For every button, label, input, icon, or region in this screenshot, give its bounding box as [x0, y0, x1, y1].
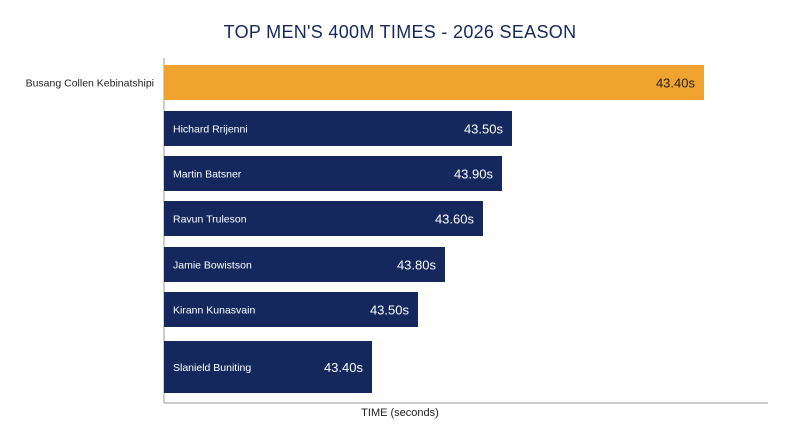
category-label: Jamie Bowistson: [173, 260, 252, 272]
value-label: 43.50s: [464, 122, 504, 137]
category-label: Martin Batsner: [173, 169, 242, 181]
bar-slanield-buniting: [164, 341, 372, 393]
category-label: Kirann Kunasvain: [173, 305, 255, 317]
bar-ravun-truleson: [164, 201, 483, 236]
category-label: Ravun Truleson: [173, 214, 247, 226]
value-label: 43.80s: [397, 258, 437, 273]
value-label: 43.40s: [656, 76, 696, 91]
bar-jamie-bowistson: [164, 247, 445, 282]
category-label: Hichard Rrijenni: [173, 124, 248, 136]
value-label: 43.40s: [324, 360, 364, 375]
bar-hichard-rrijenni: [164, 111, 512, 146]
value-label: 43.50s: [370, 303, 410, 318]
value-label: 43.90s: [454, 167, 494, 182]
category-label: Busang Collen Kebinatshipi: [26, 78, 154, 90]
bar-kirann-kunasvain: [164, 292, 418, 327]
category-label: Slanield Buniting: [173, 362, 251, 374]
bar-martin-batsner: [164, 156, 502, 191]
x-axis-label: TIME (seconds): [361, 407, 439, 419]
bar-busang-collen-kebinatshipi: [164, 65, 704, 100]
value-label: 43.60s: [435, 212, 475, 227]
chart-title: TOP MEN'S 400M TIMES - 2026 SEASON: [223, 22, 577, 42]
